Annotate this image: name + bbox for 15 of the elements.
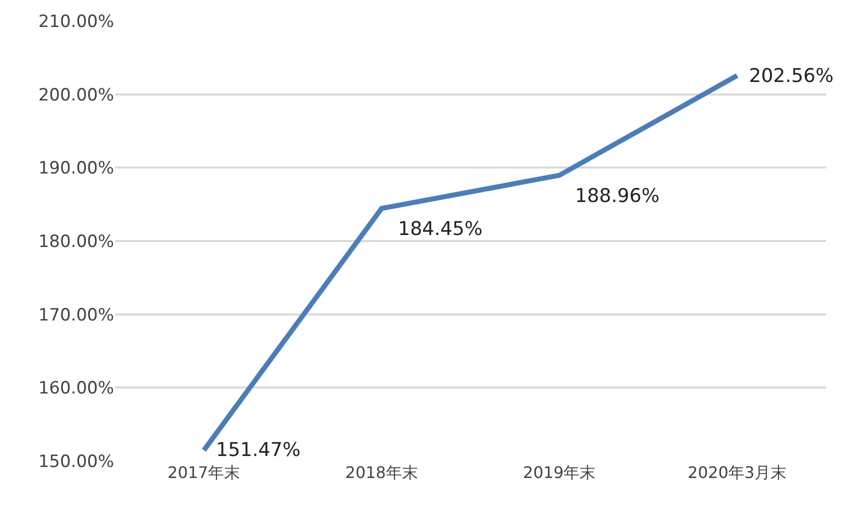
y-tick-label: 180.00% xyxy=(38,232,114,252)
x-tick-label: 2019年末 xyxy=(523,463,596,482)
y-tick-label: 150.00% xyxy=(38,452,114,472)
x-tick-label: 2018年末 xyxy=(345,463,418,482)
data-label: 151.47% xyxy=(216,439,301,461)
y-tick-label: 160.00% xyxy=(38,378,114,399)
y-tick-label: 200.00% xyxy=(38,85,114,106)
x-tick-label: 2017年末 xyxy=(168,463,240,482)
y-tick-label: 210.00% xyxy=(38,12,114,32)
data-label: 202.56% xyxy=(749,65,834,87)
y-tick-label: 170.00% xyxy=(38,305,114,326)
x-tick-label: 2020年3月末 xyxy=(688,463,787,482)
data-label: 188.96% xyxy=(575,185,660,207)
data-label: 184.45% xyxy=(398,218,483,240)
y-tick-label: 190.00% xyxy=(38,158,114,179)
